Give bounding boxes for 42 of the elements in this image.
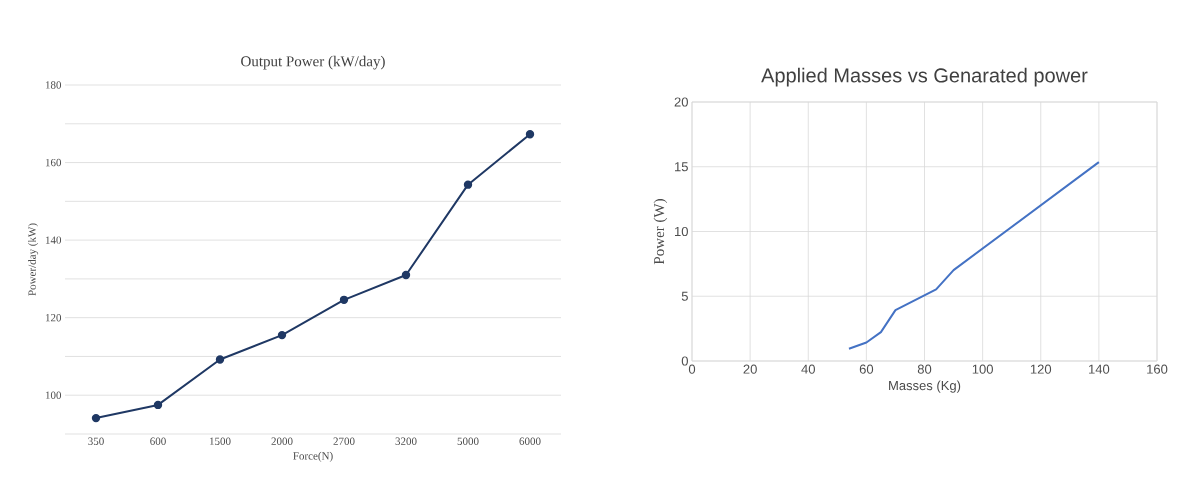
x-axis-title: Force(N) <box>293 451 333 462</box>
x-tick-label: 60 <box>859 364 874 374</box>
point <box>91 413 101 423</box>
y-tick-label: 180 <box>45 81 62 89</box>
x-tick-label: 80 <box>917 364 932 374</box>
x-tick-label: 100 <box>972 364 993 374</box>
point <box>277 330 287 340</box>
y-tick-label: 100 <box>45 391 62 399</box>
y-tick-label: 140 <box>45 236 62 244</box>
x-tick-label: 120 <box>1030 364 1052 374</box>
x-tick-label: 2700 <box>333 437 355 445</box>
x-tick-label: 5000 <box>457 437 479 445</box>
chart-title: Output Power (kW/day) <box>241 55 385 70</box>
x-tick-label: 140 <box>1089 364 1110 374</box>
y-tick-label: 20 <box>674 97 688 107</box>
y-tick-label: 160 <box>45 158 62 167</box>
point <box>339 295 349 305</box>
y-tick-label: 10 <box>675 226 688 237</box>
y-axis-title: Power (W) <box>653 199 668 265</box>
point <box>525 130 535 139</box>
x-tick-label: 20 <box>743 364 757 374</box>
x-tick-label: 2000 <box>271 437 293 445</box>
y-tick-label: 0 <box>681 356 688 366</box>
y-tick-label: 15 <box>675 162 688 172</box>
x-tick-label: 600 <box>150 437 166 445</box>
y-tick-label: 5 <box>681 291 688 301</box>
x-axis-title: Masses (Kg) <box>889 380 961 393</box>
point <box>401 270 411 280</box>
x-tick-label: 40 <box>801 364 815 374</box>
chart-title: Applied Masses vs Genarated power <box>761 67 1088 87</box>
x-tick-label: 1500 <box>209 437 231 445</box>
x-tick-label: 0 <box>688 364 696 374</box>
x-tick-label: 350 <box>88 437 104 445</box>
point <box>463 180 473 189</box>
point <box>153 400 163 410</box>
line-series <box>847 161 1100 350</box>
y-axis-title: Power/day (kW) <box>28 223 39 296</box>
x-tick-label: 6000 <box>519 437 541 445</box>
y-tick-label: 120 <box>45 313 62 322</box>
x-tick-label: 3200 <box>395 437 417 445</box>
point <box>215 355 225 364</box>
x-tick-label: 160 <box>1147 364 1168 374</box>
